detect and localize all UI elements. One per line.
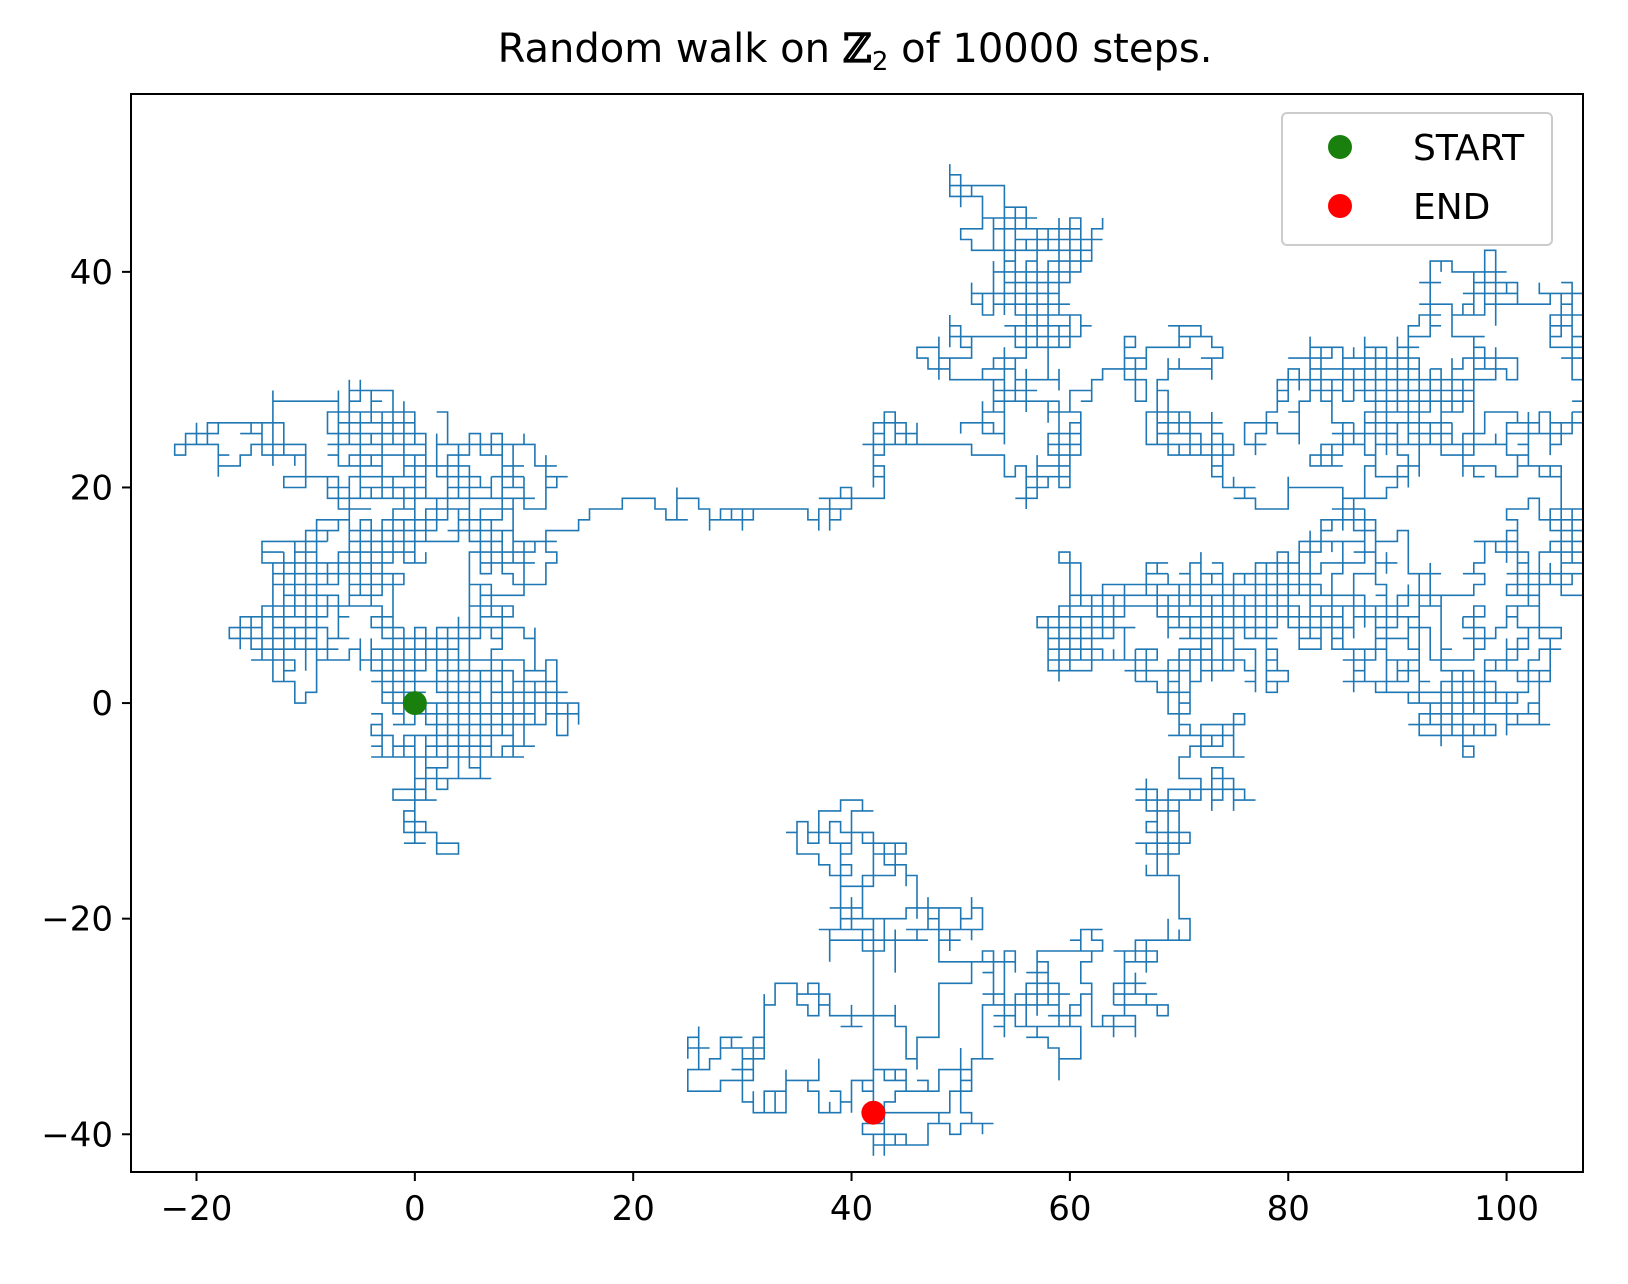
x-tick-label: 0 <box>404 1189 426 1229</box>
y-tick-label: −40 <box>41 1115 113 1155</box>
legend-end-swatch <box>1328 194 1352 218</box>
x-tick-label: 80 <box>1267 1189 1310 1229</box>
legend-start-swatch <box>1328 135 1352 159</box>
marker-layer <box>402 691 886 1125</box>
title-main: Random walk on <box>498 26 843 72</box>
legend: START END <box>1281 112 1553 246</box>
title-end: of 10000 steps. <box>888 26 1212 72</box>
legend-end-label: END <box>1413 187 1490 228</box>
x-tick-label: 60 <box>1048 1189 1091 1229</box>
x-tick-label: 20 <box>612 1189 655 1229</box>
x-tick-label: −20 <box>161 1189 233 1229</box>
y-tick-label: 20 <box>70 468 113 508</box>
y-axis: −40 −20 0 20 40 <box>41 253 131 1155</box>
x-tick-label: 100 <box>1474 1189 1539 1229</box>
start-marker <box>402 691 427 716</box>
plot-frame <box>130 93 1584 1173</box>
x-tick-label: 40 <box>830 1189 873 1229</box>
y-tick-label: 0 <box>91 684 113 724</box>
title-math: ℤ <box>843 25 872 72</box>
walk-layer <box>173 164 1583 1156</box>
legend-start-label: START <box>1413 128 1525 169</box>
y-tick-label: 40 <box>70 253 113 293</box>
title-subscript: 2 <box>872 47 889 77</box>
end-marker <box>861 1100 886 1125</box>
walk-line <box>173 164 1583 1156</box>
chart-title: Random walk on ℤ2 of 10000 steps. <box>498 25 1213 77</box>
y-tick-label: −20 <box>41 900 113 940</box>
x-axis: −20 0 20 40 60 80 100 <box>161 1172 1539 1229</box>
